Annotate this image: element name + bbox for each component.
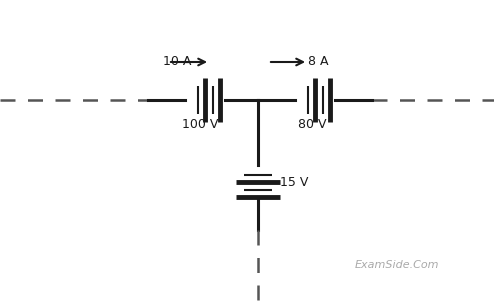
Text: 80 V: 80 V (298, 118, 326, 131)
Text: 10 A: 10 A (163, 55, 191, 68)
Text: ExamSide.Com: ExamSide.Com (355, 260, 440, 270)
Text: 8 A: 8 A (308, 55, 329, 68)
Text: 100 V: 100 V (182, 118, 218, 131)
Text: 15 V: 15 V (280, 176, 308, 190)
